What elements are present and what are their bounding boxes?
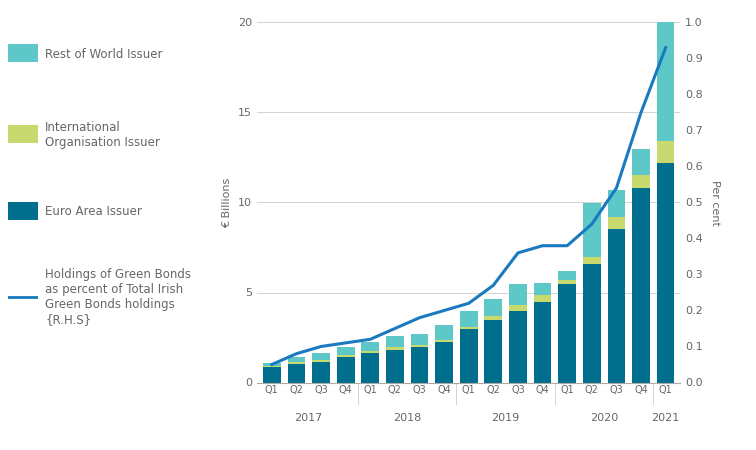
Text: 2018: 2018 [393, 413, 421, 423]
Text: 2020: 2020 [590, 413, 618, 423]
Bar [263, 367, 280, 382]
Bar [559, 271, 576, 280]
Bar [287, 362, 305, 364]
Bar [336, 355, 355, 357]
Bar [608, 230, 625, 382]
Bar [287, 357, 305, 362]
Bar [336, 357, 355, 382]
Bar [386, 336, 404, 347]
Bar [386, 347, 404, 350]
Bar [632, 175, 650, 188]
Bar [583, 257, 601, 264]
Bar [263, 366, 280, 367]
Bar [657, 141, 674, 163]
Bar [509, 310, 527, 382]
Bar [435, 340, 453, 342]
Bar [361, 353, 379, 382]
Bar [534, 302, 551, 382]
Bar [287, 364, 305, 382]
Bar [608, 217, 625, 230]
Text: 2019: 2019 [491, 413, 520, 423]
Bar [435, 342, 453, 382]
Text: 2021: 2021 [652, 413, 680, 423]
Bar [509, 305, 527, 310]
Bar [534, 295, 551, 302]
Bar [583, 264, 601, 382]
Text: Euro Area Issuer: Euro Area Issuer [45, 205, 142, 218]
Text: International
Organisation Issuer: International Organisation Issuer [45, 121, 160, 149]
Bar [263, 363, 280, 366]
Bar [411, 345, 429, 346]
Bar [312, 360, 330, 362]
Bar [583, 203, 601, 257]
Bar [361, 351, 379, 353]
Bar [632, 188, 650, 382]
Bar [411, 346, 429, 382]
Text: Holdings of Green Bonds
as percent of Total Irish
Green Bonds holdings
{R.H.S}: Holdings of Green Bonds as percent of To… [45, 268, 191, 326]
Bar [485, 316, 502, 320]
Bar [460, 328, 478, 382]
Text: 2017: 2017 [295, 413, 323, 423]
Bar [460, 327, 478, 328]
Bar [509, 284, 527, 305]
Y-axis label: € Billions: € Billions [222, 177, 233, 228]
Bar [559, 280, 576, 284]
Bar [534, 283, 551, 295]
Bar [336, 347, 355, 355]
Bar [411, 334, 429, 345]
Bar [632, 149, 650, 175]
Bar [435, 325, 453, 340]
Bar [559, 284, 576, 382]
Bar [386, 350, 404, 382]
Bar [608, 190, 625, 217]
Text: Rest of World Issuer: Rest of World Issuer [45, 48, 163, 60]
Bar [657, 163, 674, 382]
Bar [485, 320, 502, 382]
Bar [460, 310, 478, 327]
Bar [657, 22, 674, 141]
Bar [485, 299, 502, 316]
Bar [312, 353, 330, 360]
Y-axis label: Per cent: Per cent [710, 180, 720, 225]
Bar [312, 362, 330, 382]
Bar [361, 342, 379, 351]
